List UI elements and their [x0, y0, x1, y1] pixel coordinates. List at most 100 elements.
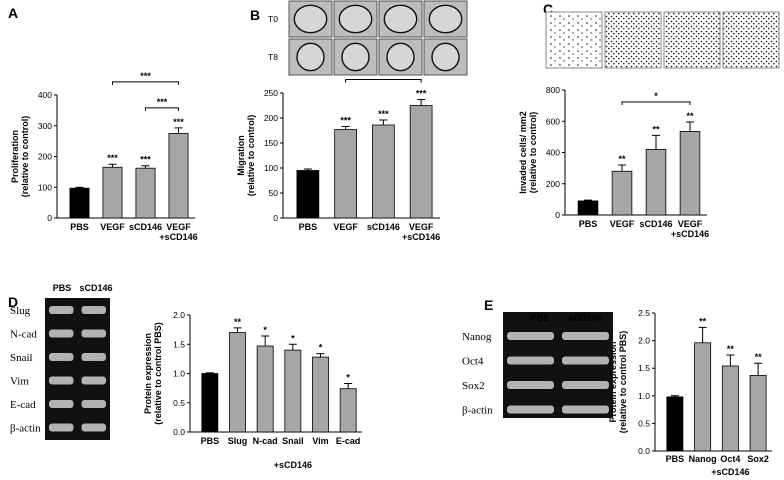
- blot-band: [562, 332, 609, 340]
- error-bar: [341, 126, 350, 130]
- y-tick-label: 150: [264, 138, 278, 148]
- bar: [296, 170, 320, 219]
- bracket: [621, 101, 691, 106]
- blot-band: [49, 376, 74, 385]
- significance: **: [755, 352, 763, 362]
- panel-letter: B: [250, 7, 260, 23]
- blot-band: [507, 381, 554, 389]
- y-tick-label: 0.0: [638, 446, 650, 456]
- micrograph: [722, 11, 780, 69]
- x-tick-label: VEGF +sCD146: [159, 222, 197, 242]
- bar: [694, 342, 712, 452]
- panel-letter: E: [484, 297, 493, 313]
- bar: [69, 187, 90, 219]
- significance: ***: [378, 109, 389, 119]
- bar: [409, 105, 433, 219]
- bar: [372, 124, 395, 219]
- y-tick-label: 800: [546, 85, 560, 95]
- blot-band: [562, 356, 609, 365]
- error-bar: [726, 354, 735, 366]
- blot-row-label: β-actin: [10, 423, 41, 435]
- y-tick-label: 0: [555, 210, 560, 220]
- blot-column-label: PBS: [53, 283, 72, 293]
- error-bar: [303, 168, 312, 171]
- bar: [102, 166, 123, 219]
- blot-band: [507, 405, 554, 414]
- error-bar: [618, 164, 626, 172]
- y-tick-label: 0.5: [173, 398, 185, 408]
- error-bar: [417, 99, 426, 106]
- bar: [749, 374, 767, 452]
- group-label: +sCD146: [274, 460, 312, 470]
- significance: ***: [140, 155, 151, 165]
- blot-band: [49, 400, 74, 408]
- error-bar: [754, 362, 763, 376]
- y-axis-label: Invaded cells/ mm2(relative to control): [518, 111, 538, 194]
- bracket: [112, 81, 179, 85]
- y-tick-label: 200: [38, 152, 52, 162]
- blot-row-label: Vim: [10, 376, 29, 388]
- blot-row-label: Sox2: [462, 380, 485, 392]
- y-tick-label: 0: [47, 213, 52, 223]
- y-tick-label: 200: [264, 113, 278, 123]
- x-tick-label: VEGF: [610, 219, 635, 229]
- wound-outline: [383, 4, 418, 34]
- bracket-label: ***: [157, 97, 168, 107]
- blot-band: [81, 329, 106, 338]
- micrograph: [545, 11, 603, 69]
- blot-band: [81, 400, 106, 408]
- bar: [679, 131, 701, 216]
- blot-row-label: Nanog: [462, 331, 492, 343]
- x-tick-label: Sox2: [747, 454, 769, 464]
- wound-outline: [296, 42, 325, 72]
- significance: *: [291, 333, 295, 343]
- significance: **: [699, 316, 707, 326]
- panel-letter: D: [8, 294, 18, 310]
- bar: [229, 332, 246, 433]
- blot-band: [81, 376, 106, 385]
- bar: [611, 170, 633, 216]
- error-bar: [316, 353, 325, 358]
- error-bar: [344, 382, 353, 389]
- significance: ***: [416, 89, 427, 99]
- x-tick-label: VEGF +sCD146: [671, 219, 709, 239]
- x-tick-label: N-cad: [253, 436, 278, 446]
- blot-band: [81, 306, 106, 314]
- y-tick-label: 1.5: [638, 363, 650, 373]
- x-tick-label: sCD146: [639, 219, 672, 229]
- x-tick-label: VEGF: [333, 222, 358, 232]
- micrograph: [663, 11, 721, 69]
- y-tick-label: 2.0: [173, 310, 185, 320]
- error-bar: [108, 163, 117, 168]
- error-bar: [584, 199, 592, 201]
- significance: ***: [340, 116, 351, 126]
- panel-letter: A: [8, 5, 18, 21]
- x-tick-label: Vim: [312, 436, 328, 446]
- bar: [256, 345, 274, 433]
- y-axis-label: Protein expression(relative to control P…: [608, 331, 628, 434]
- y-tick-label: 400: [38, 90, 52, 100]
- y-axis-label: Protein expression(relative to control P…: [143, 322, 163, 425]
- wound-outline: [341, 42, 370, 72]
- error-bar: [205, 372, 214, 374]
- y-tick-label: 0: [273, 213, 278, 223]
- significance: **: [234, 317, 242, 327]
- group-label: +sCD146: [711, 467, 749, 477]
- bar: [201, 373, 219, 433]
- significance: **: [686, 111, 694, 121]
- x-tick-label: VEGF: [100, 222, 125, 232]
- error-bar: [288, 343, 297, 351]
- significance: *: [319, 343, 323, 353]
- blot-band: [49, 329, 74, 338]
- significance: **: [618, 154, 626, 164]
- bar: [339, 388, 357, 433]
- error-bar: [686, 121, 694, 132]
- y-tick-label: 200: [546, 179, 560, 189]
- significance: ***: [107, 153, 118, 163]
- western-blot: [503, 312, 613, 418]
- y-tick-label: 50: [269, 188, 279, 198]
- error-bar: [379, 119, 388, 125]
- image-row-label: T8: [268, 52, 278, 62]
- y-tick-label: 300: [38, 121, 52, 131]
